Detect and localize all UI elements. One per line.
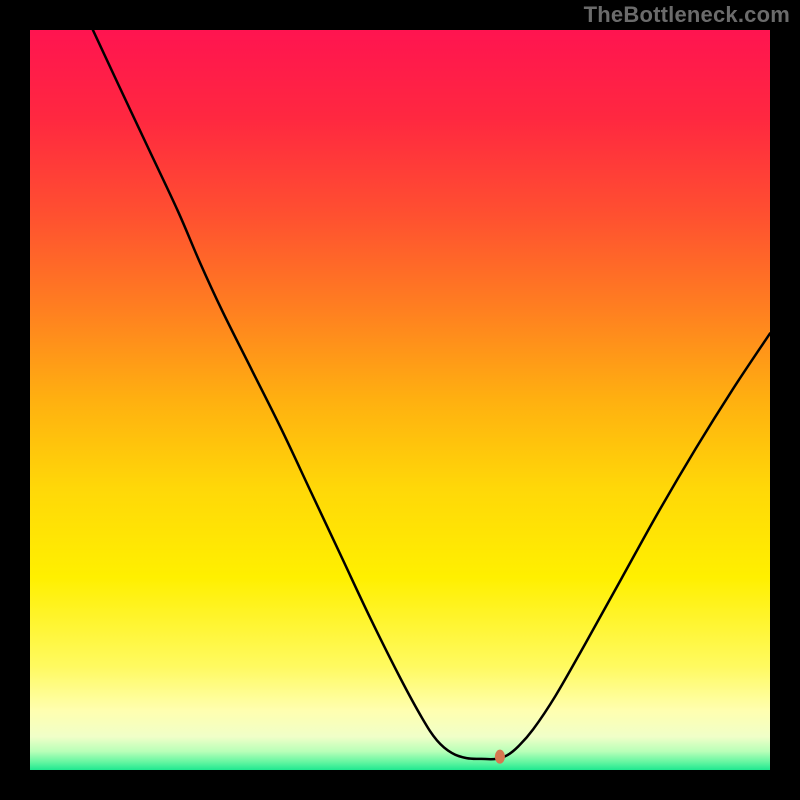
plot-background bbox=[30, 30, 770, 770]
optimal-marker bbox=[495, 750, 505, 764]
bottleneck-chart bbox=[0, 0, 800, 800]
watermark-label: TheBottleneck.com bbox=[584, 2, 790, 28]
chart-container: TheBottleneck.com bbox=[0, 0, 800, 800]
